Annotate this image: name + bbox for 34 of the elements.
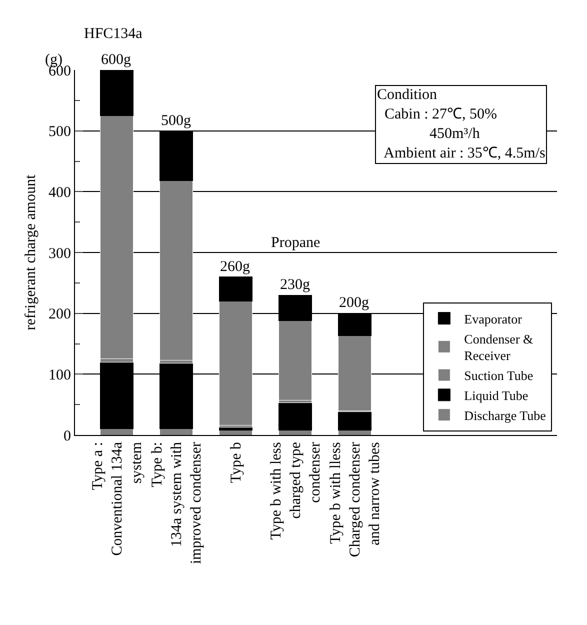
legend-label: Suction Tube (464, 368, 534, 384)
bar (219, 276, 252, 302)
y-tick-label: 300 (48, 246, 71, 262)
bar (338, 412, 372, 430)
y-tick-label: 400 (48, 184, 71, 201)
bar (100, 115, 134, 360)
x-tick-label: Type b with less charged type condenser (268, 442, 324, 540)
x-tick-label: Type a : Conventional 134a system (90, 442, 146, 556)
bar (278, 320, 312, 401)
text: HFC134a (84, 26, 143, 42)
legend-label: Liquid Tube (464, 388, 528, 403)
bar (278, 402, 312, 430)
annotation: Condition Cabin : 27℃, 50% 450m³/h Ambient air : 35℃, 4.5m/s (377, 87, 546, 162)
y-tick-label: 100 (48, 367, 71, 384)
total-label: 200g (339, 295, 370, 311)
bar (338, 336, 372, 411)
x-tick-label: Type b (228, 442, 245, 484)
bar (160, 180, 193, 360)
legend-label: Condenser & Receiver (464, 331, 534, 364)
annotation: Propane (271, 235, 320, 251)
bar (100, 428, 134, 435)
y-axis-title: refrigerant charge amount (23, 174, 39, 330)
bar (100, 70, 134, 116)
total-label: 260g (220, 259, 250, 275)
total-label: 600g (101, 52, 132, 68)
legend-label: Discharge Tube (464, 408, 546, 423)
legend-label: Evaporator (464, 311, 523, 326)
total-label: 230g (280, 277, 310, 293)
y-tick-label: 0 (64, 428, 71, 444)
bar (219, 300, 252, 426)
bar (160, 428, 193, 435)
total-label: 500g (161, 113, 192, 129)
y-tick-label: 500 (48, 124, 71, 140)
y-tick-label: 200 (48, 306, 71, 323)
